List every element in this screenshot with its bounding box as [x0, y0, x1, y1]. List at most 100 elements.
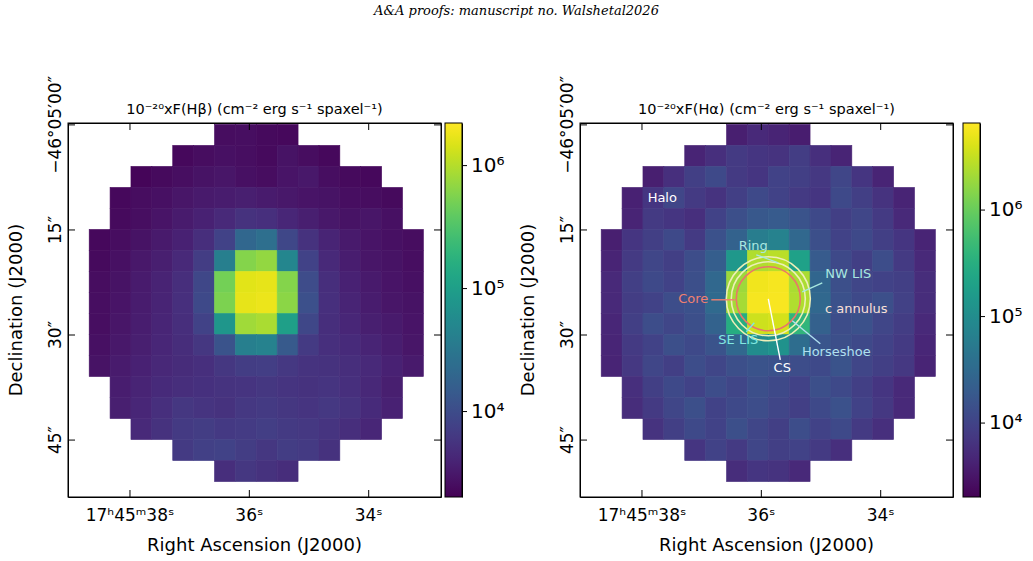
heatmap-cell: [215, 461, 236, 482]
heatmap-cell: [622, 187, 643, 208]
heatmap-cell: [915, 250, 936, 271]
heatmap-cell: [706, 166, 727, 187]
y-axis-right-line: [441, 124, 442, 498]
heatmap-cell: [873, 250, 894, 271]
heatmap-cell: [131, 292, 152, 313]
heatmap-cell: [643, 250, 664, 271]
heatmap-cell: [382, 250, 403, 271]
heatmap-cell: [152, 377, 173, 398]
heatmap-cell: [298, 208, 319, 229]
heatmap-cell: [173, 356, 194, 377]
heatmap-cell: [601, 356, 622, 377]
heatmap-cell: [685, 187, 706, 208]
heatmap-cell: [319, 166, 340, 187]
heatmap-cell: [361, 292, 382, 313]
heatmap-cell: [852, 229, 873, 250]
heatmap-cell: [361, 271, 382, 292]
heatmap-cell: [131, 314, 152, 335]
heatmap-cell: [256, 335, 277, 356]
heatmap-cell: [873, 166, 894, 187]
heatmap-cell: [277, 271, 298, 292]
heatmap-cell: [298, 440, 319, 461]
heatmap-cell: [873, 208, 894, 229]
heatmap-cell: [894, 292, 915, 313]
colorbar-axis-tick-mark: [462, 411, 467, 412]
annotation-label: SE LIS: [718, 332, 758, 347]
heatmap-cell: [215, 335, 236, 356]
heatmap-cell: [194, 292, 215, 313]
annotation-label: Ring: [739, 238, 768, 253]
heatmap-cell: [235, 356, 256, 377]
y-axis-right-tick: [946, 229, 953, 230]
heatmap-cell: [340, 377, 361, 398]
x-axis-top-tick: [368, 123, 369, 130]
x-axis-title: Right Ascension (J2000): [147, 534, 362, 555]
heatmap-cell: [277, 187, 298, 208]
heatmap-cell: [664, 229, 685, 250]
heatmap-cell: [131, 229, 152, 250]
heatmap-cell: [727, 398, 748, 419]
heatmap-cell: [706, 271, 727, 292]
heatmap-cell: [89, 356, 110, 377]
heatmap-cell: [173, 440, 194, 461]
heatmap-cell: [215, 419, 236, 440]
heatmap-cell: [706, 398, 727, 419]
heatmap-cell: [643, 271, 664, 292]
heatmap-cell: [727, 145, 748, 166]
heatmap-cell: [152, 166, 173, 187]
heatmap-cell: [789, 166, 810, 187]
heatmap-cell: [298, 250, 319, 271]
y-axis-tick-mark: [580, 440, 587, 441]
heatmap-cell: [173, 166, 194, 187]
heatmap-cell: [789, 250, 810, 271]
heatmap-cell: [852, 314, 873, 335]
heatmap-cell: [768, 208, 789, 229]
heatmap-cell: [235, 335, 256, 356]
y-axis-line: [580, 124, 581, 498]
heatmap-cell: [131, 335, 152, 356]
colorbar-axis-line: [980, 124, 981, 498]
heatmap-cells: [601, 124, 935, 481]
heatmap-cell: [235, 419, 256, 440]
x-axis-tick-mark: [641, 490, 642, 497]
heatmap-cell: [852, 419, 873, 440]
annotation-label: NW LIS: [825, 266, 871, 281]
colorbar-axis-tick: 10⁵: [980, 304, 1022, 328]
heatmap-cell: [706, 145, 727, 166]
colorbar-axis-tick: 10⁶: [462, 153, 504, 177]
heatmap-cell: [622, 208, 643, 229]
heatmap-cell: [235, 250, 256, 271]
heatmap-cell: [298, 314, 319, 335]
heatmap-cell: [810, 166, 831, 187]
heatmap-cell: [361, 314, 382, 335]
heatmap-cell: [643, 356, 664, 377]
x-axis-tick: 17ʰ45ᵐ38ˢ: [598, 490, 687, 525]
heatmap-cell: [110, 377, 131, 398]
heatmap-cell: [319, 356, 340, 377]
heatmap-cell: [747, 419, 768, 440]
heatmap-cell: [622, 356, 643, 377]
heatmap-cell: [622, 398, 643, 419]
heatmap-cell: [747, 461, 768, 482]
heatmap-cell: [277, 440, 298, 461]
heatmap-cell: [277, 208, 298, 229]
heatmap-cell: [340, 187, 361, 208]
heatmap-cell: [685, 166, 706, 187]
heatmap-cell: [340, 208, 361, 229]
heatmap-cell: [298, 292, 319, 313]
heatmap-cell: [215, 271, 236, 292]
annotation-leader: [792, 321, 820, 344]
heatmap-cell: [298, 229, 319, 250]
heatmap-cell: [643, 229, 664, 250]
heatmap-cell: [768, 145, 789, 166]
heatmap-cell: [194, 419, 215, 440]
heatmap-cell: [831, 398, 852, 419]
heatmap-cell: [685, 335, 706, 356]
annotations: HaloRingNW LISCorec annulusSE LISHorsesh…: [648, 190, 888, 375]
heatmap-cell: [789, 124, 810, 145]
heatmap-cell: [277, 250, 298, 271]
colorbar-axis: 10⁴10⁵10⁶: [462, 124, 504, 498]
heatmap-cell: [685, 271, 706, 292]
heatmap-cell: [789, 187, 810, 208]
heatmap-cell: [319, 377, 340, 398]
